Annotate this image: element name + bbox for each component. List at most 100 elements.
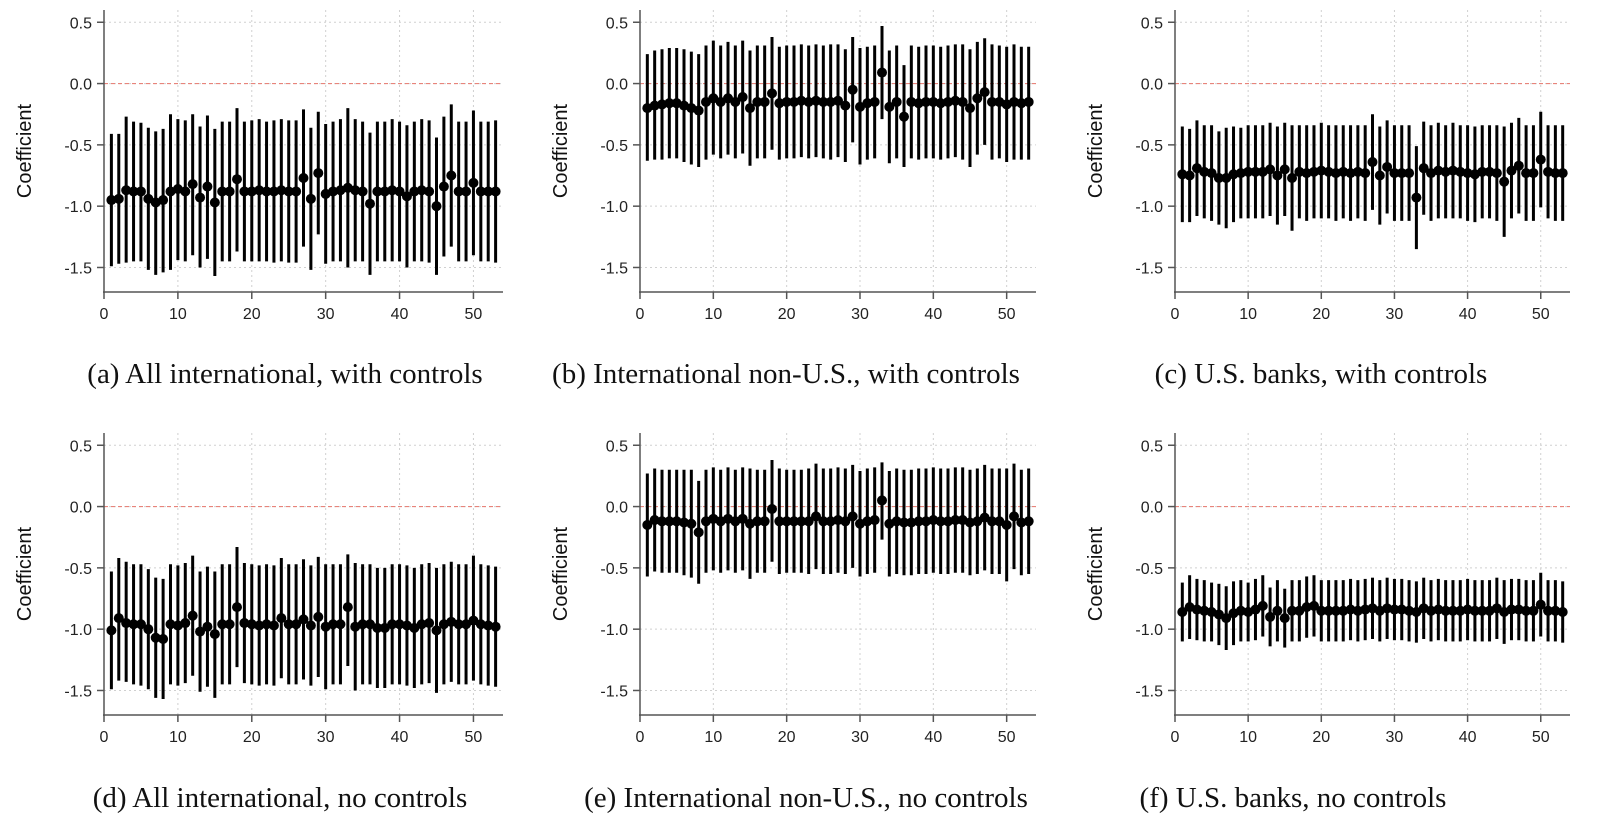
x-tick-label: 40 — [1459, 306, 1477, 323]
coefficient-point — [1535, 154, 1546, 165]
coefficient-point — [416, 185, 427, 196]
coefficient-point — [664, 98, 675, 109]
y-tick-label: 0.5 — [70, 15, 92, 32]
coefficient-point — [313, 168, 324, 179]
coefficient-point — [483, 186, 494, 197]
coefficient-point — [811, 511, 821, 522]
x-tick-label: 40 — [391, 306, 409, 323]
y-tick-label: -0.5 — [600, 138, 628, 155]
x-tick-label: 10 — [1239, 729, 1257, 746]
coefficient-point — [246, 619, 257, 630]
coefficient-point — [113, 193, 124, 204]
coefficient-point — [209, 197, 220, 208]
coefficient-point — [1418, 163, 1429, 174]
coefficient-point — [298, 172, 309, 183]
coefficient-point — [899, 111, 909, 122]
coefficient-point — [781, 516, 792, 527]
coefficient-point — [224, 186, 235, 197]
coefficient-point — [869, 515, 880, 526]
coefficient-point — [1287, 605, 1298, 616]
coefficient-point — [438, 181, 449, 192]
coefficient-point — [1250, 166, 1261, 177]
coefficient-point — [1206, 168, 1217, 179]
panel-caption: (f) U.S. banks, no controls — [1140, 782, 1447, 814]
coefficient-point — [1535, 599, 1546, 610]
y-tick-label: -1.0 — [64, 199, 92, 216]
x-tick-label: 50 — [1532, 306, 1550, 323]
coefficient-point — [113, 613, 124, 624]
coefficient-point — [394, 186, 405, 197]
y-tick-label: -1.5 — [600, 260, 628, 277]
coefficient-point — [217, 186, 228, 197]
y-tick-label: 0.5 — [606, 438, 628, 455]
coefficient-point — [379, 622, 390, 633]
coefficient-point — [365, 198, 375, 209]
coefficient-point — [1367, 157, 1378, 168]
panel-caption: (b) International non-U.S., with control… — [552, 358, 1020, 390]
coefficient-point — [1243, 166, 1254, 177]
coefficient-point — [195, 626, 206, 637]
coefficient-point — [1221, 613, 1232, 624]
coefficient-point — [1543, 605, 1554, 616]
coefficient-point — [767, 88, 777, 99]
coefficient-point — [401, 191, 412, 202]
coefficient-point — [365, 619, 375, 630]
coefficient-point — [224, 619, 235, 630]
coefficient-point — [759, 96, 770, 107]
coefficient-point — [128, 619, 139, 630]
x-tick-label: 0 — [1171, 306, 1180, 323]
coefficient-point — [372, 622, 383, 633]
coefficient-point — [737, 92, 748, 103]
x-tick-label: 30 — [1386, 729, 1404, 746]
coefficient-point — [1023, 96, 1034, 107]
coefficient-point — [209, 629, 220, 640]
y-tick-label: -1.0 — [1135, 622, 1163, 639]
x-tick-label: 0 — [636, 729, 645, 746]
coefficient-point — [987, 516, 997, 527]
x-tick-label: 20 — [778, 306, 796, 323]
coefficient-point — [759, 516, 770, 527]
coefficient-point — [165, 619, 176, 630]
coefficient-point — [1528, 168, 1539, 179]
x-tick-label: 30 — [317, 729, 335, 746]
coefficient-point — [379, 186, 390, 197]
coefficient-point — [409, 622, 420, 633]
coefficient-point — [135, 619, 146, 630]
coefficient-point — [1177, 607, 1188, 618]
coefficient-point — [840, 516, 851, 527]
coefficient-point — [1557, 168, 1568, 179]
y-tick-label: -0.5 — [64, 138, 92, 155]
coefficient-point — [1499, 176, 1510, 187]
coefficient-point — [461, 186, 472, 197]
coefficient-point — [121, 185, 132, 196]
coefficient-point — [1184, 170, 1195, 181]
panel-d: 0.5 0.0 -0.5 -1.0 -1.5 0 10 20 30 40 50 Coefficient… — [14, 433, 503, 814]
coefficient-point — [431, 625, 442, 636]
coefficient-point — [869, 96, 880, 107]
coefficient-point — [239, 618, 250, 629]
coefficient-point — [305, 193, 316, 204]
coefficient-point — [1272, 170, 1283, 181]
x-tick-label: 50 — [998, 306, 1016, 323]
x-tick-label: 20 — [778, 729, 796, 746]
coefficient-point — [840, 100, 851, 111]
y-tick-label: -0.5 — [64, 561, 92, 578]
coefficient-point — [877, 495, 887, 506]
coefficient-point — [276, 185, 287, 196]
coefficient-point — [202, 181, 213, 192]
coefficient-point — [1257, 600, 1268, 611]
coefficient-point — [342, 602, 353, 613]
coefficient-point — [693, 527, 704, 538]
coefficient-point — [313, 611, 324, 622]
panel-caption: (d) All international, no controls — [93, 782, 468, 814]
coefficient-point — [891, 96, 902, 107]
coefficient-point — [752, 516, 763, 527]
coefficient-point — [335, 619, 346, 630]
coefficient-point — [1440, 605, 1451, 616]
coefficient-point — [424, 618, 435, 629]
coefficient-point — [1308, 600, 1319, 611]
y-axis-label: Coefficient — [14, 526, 36, 621]
coefficient-point — [424, 186, 435, 197]
coefficient-point — [1477, 605, 1488, 616]
coefficient-point — [217, 619, 228, 630]
